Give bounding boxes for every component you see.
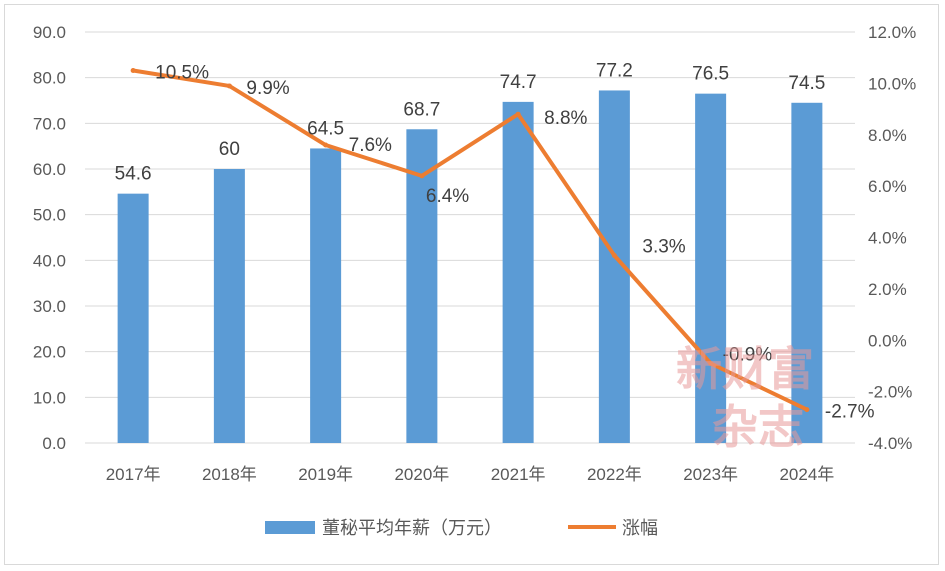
bar-data-labels: 54.6 60 64.5 68.7 74.7 77.2 76.5 74.5 <box>115 60 826 184</box>
bar-data-label: 76.5 <box>692 64 729 85</box>
x-tick-label: 2022年 <box>587 465 642 484</box>
y-left-tick-label: 80.0 <box>33 69 66 88</box>
line-point <box>323 142 329 148</box>
line-series <box>130 68 810 413</box>
y-left-tick-label: 70.0 <box>33 114 66 133</box>
line-point <box>226 83 232 89</box>
bar <box>310 148 342 443</box>
legend-bar-swatch <box>265 521 315 534</box>
x-tick-label: 2024年 <box>779 465 834 484</box>
watermark-line2: 杂志 <box>712 400 804 454</box>
line-data-label: 10.5% <box>155 63 209 84</box>
legend: 董秘平均年薪（万元） 涨幅 <box>265 518 658 539</box>
bar <box>406 129 438 443</box>
y-axis-left: 0.0 10.0 20.0 30.0 40.0 50.0 60.0 70.0 80.0 90.0 <box>33 23 66 453</box>
y-right-tick-label: 12.0% <box>868 23 916 42</box>
watermark-line1: 新财富 <box>676 342 814 396</box>
line-point <box>515 111 521 117</box>
bar-data-label: 68.7 <box>403 99 440 120</box>
bar <box>502 101 534 444</box>
bar <box>791 102 823 444</box>
x-tick-label: 2021年 <box>491 465 546 484</box>
bars <box>117 90 823 444</box>
line-point <box>419 173 425 179</box>
line-point <box>804 407 810 413</box>
y-left-tick-label: 30.0 <box>33 297 66 316</box>
x-tick-label: 2019年 <box>298 465 353 484</box>
bar <box>695 93 727 444</box>
line-data-label: -2.7% <box>825 402 875 423</box>
x-tick-label: 2017年 <box>106 465 161 484</box>
line-data-label: 6.4% <box>426 186 469 207</box>
line-path <box>131 68 809 412</box>
x-axis: 2017年 2018年 2019年 2020年 2021年 2022年 2023年 2024年 <box>106 465 835 484</box>
y-right-tick-label: 8.0% <box>868 126 907 145</box>
bar-data-label: 54.6 <box>115 164 152 185</box>
watermark: 新财富 杂志 <box>676 342 814 454</box>
line-data-label: 9.9% <box>246 78 289 99</box>
y-right-tick-label: 2.0% <box>868 280 907 299</box>
y-right-tick-label: -4.0% <box>868 434 912 453</box>
y-left-tick-label: 50.0 <box>33 206 66 225</box>
y-right-tick-label: 0.0% <box>868 331 907 350</box>
bar <box>117 193 149 443</box>
line-data-label: 7.6% <box>349 135 392 156</box>
bar-data-label: 77.2 <box>596 60 633 81</box>
y-right-tick-label: 10.0% <box>868 74 916 93</box>
y-left-tick-label: 0.0 <box>42 434 66 453</box>
y-right-tick-label: -2.0% <box>868 383 912 402</box>
line-point <box>130 68 136 74</box>
line-data-label: 8.8% <box>544 108 587 129</box>
x-tick-label: 2023年 <box>683 465 738 484</box>
y-left-tick-label: 90.0 <box>33 23 66 42</box>
y-right-tick-label: 6.0% <box>868 177 907 196</box>
y-axis-right: -4.0% -2.0% 0.0% 2.0% 4.0% 6.0% 8.0% 10.0% 12.0% <box>868 23 916 453</box>
y-right-tick-label: 4.0% <box>868 229 907 248</box>
line-data-labels: 10.5% 9.9% 7.6% 6.4% 8.8% 3.3% -0.9% -2.7% <box>155 63 874 423</box>
legend-bar-label: 董秘平均年薪（万元） <box>322 518 502 539</box>
y-left-tick-label: 10.0 <box>33 388 66 407</box>
legend-line-label: 涨幅 <box>622 518 658 539</box>
line-point <box>611 252 617 258</box>
line-data-label: -0.9% <box>723 344 773 365</box>
line-data-label: 3.3% <box>642 236 685 257</box>
y-left-tick-label: 40.0 <box>33 251 66 270</box>
y-left-tick-label: 20.0 <box>33 343 66 362</box>
bar <box>213 169 245 443</box>
y-left-tick-label: 60.0 <box>33 160 66 179</box>
x-tick-label: 2018年 <box>202 465 257 484</box>
bar-data-label: 60 <box>219 139 240 160</box>
bar-data-label: 64.5 <box>307 118 344 139</box>
x-tick-label: 2020年 <box>394 465 449 484</box>
chart-frame <box>4 4 939 565</box>
gridlines <box>85 31 855 444</box>
bar-data-label: 74.7 <box>500 72 537 93</box>
bar-data-label: 74.5 <box>788 73 825 94</box>
line-point <box>708 360 714 366</box>
